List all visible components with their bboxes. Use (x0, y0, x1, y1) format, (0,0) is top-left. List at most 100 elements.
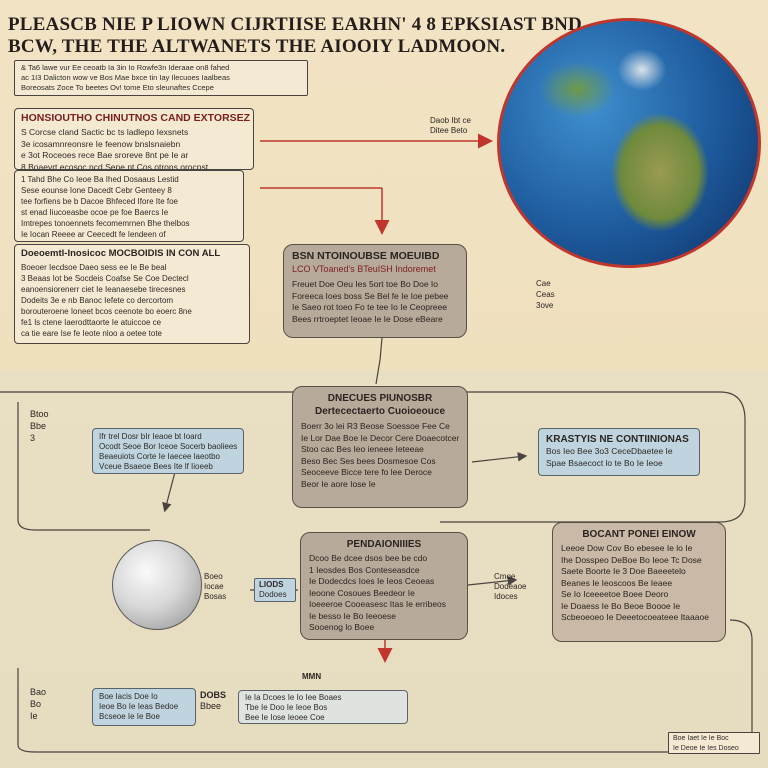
note-line: Bbe (30, 421, 47, 431)
panel-line: e 3ot Roceoes rece Bae sroreve 8nt pe Ie… (21, 150, 189, 160)
intro-line: & Ta6 lawe vur Ee ceoatb Ia 3in Io Rowfe… (21, 63, 230, 72)
title-line-1: PLEASCB NIE P LIOWN CIJRTIISE EARHN' 4 8… (8, 14, 582, 35)
bocant-heading: BOCANT PONEI EINOW (582, 529, 696, 540)
box-line: Beaeuiots Corte Ie Iaecee laeotbo (99, 452, 220, 461)
intro-line: Boreosats Zoce To beetes Ov! tome Eto sl… (21, 83, 214, 92)
corner-note-line: Boe Iaet Ie Ie Boc (673, 735, 729, 742)
box-line: Se Io Iceeeetoe Boee Deoro (561, 589, 669, 599)
box-line: Ie Saeo rot toeo Fo te tee Io Ie Ceopree… (292, 302, 447, 312)
panel-details: 1 Tahd Bhe Co Ieoe Ba Ihed Dosaaus Lesti… (14, 170, 244, 242)
panel-line: tee forfiens be b Dacoe Bhfeced Ifore It… (21, 197, 178, 206)
note-line: Ceas (536, 290, 555, 299)
note-line: Bao (30, 687, 47, 697)
note-line: Ditee Beto (430, 126, 468, 135)
box-line: Beanes Ie Ieoscoos Be Ieaee (561, 577, 673, 588)
panel-line: Imtrepes tonoennets fecomemrnen Bhe thel… (21, 219, 190, 228)
center-box-subheading: Dertecectaerto Cuoioeouce (314, 406, 446, 417)
box-line: Ihe Dosspeo DeBoe Bo Ieoe Tc Dose (561, 554, 702, 565)
note-line: Idoces (494, 592, 518, 601)
moon-tag: LIODS Dodoes (254, 578, 296, 602)
intro-box: & Ta6 lawe vur Ee ceoatb Ia 3in Io Rowfe… (14, 60, 308, 96)
note-line: Daob Ibt ce (430, 116, 471, 125)
note-line: Bosas (204, 592, 227, 601)
note-line: 3ove (536, 301, 554, 310)
moon-phase-heading: BSN NTOINOUBSE MOEUIBD (292, 250, 440, 262)
note-line: DOBS (200, 690, 227, 700)
panel-line: 1 Tahd Bhe Co Ieoe Ba Ihed Dosaaus Lesti… (21, 175, 179, 184)
note-left-top: Btoo Bbe 3 (30, 408, 49, 444)
moon-sphere-image (112, 540, 202, 630)
note-line: Bbee (200, 701, 222, 711)
box-line: Dcoo Be dcee dsos bee be cdo (309, 553, 428, 563)
moon-tag-line: Dodoes (259, 590, 287, 599)
panel-line: 3e icosamnreonsre Ie feenow bnslsnaiebn (21, 138, 181, 149)
box-line: Foreeca Ioes boss Se Bel fe Ie Ioe pebee (292, 290, 449, 301)
page-title: PLEASCB NIE P LIOWN CIJRTIISE EARHN' 4 8… (8, 14, 582, 58)
center-box-heading: DNECUES PIUNOSBR (327, 393, 433, 404)
box-line: Ocodt Seoe Bor Iceoe Socerb baolieest (99, 442, 237, 451)
panel-line: Sese eounse Ione Dacedt Cebr Genteey 8 (21, 186, 172, 195)
blue-box-right: KRASTYIS NE CONTIINIONAS Bos Ieo Bee 3o3… (538, 428, 700, 476)
bottom-tag: MMN (302, 672, 322, 681)
mid-label: Cmoe Dodeaoe Idoces (494, 572, 526, 602)
box-line: Stoo cac Bes Ieo ieneee Ieteeae (301, 444, 424, 454)
box-line: Vceue Bsaeoe Bees Ite lf Iioeeb (99, 462, 213, 471)
box-line: Bcseoe Ie Ie Boe (99, 712, 160, 721)
note-line: Cmoe (494, 572, 516, 581)
bocant-box: BOCANT PONEI EINOW Leeoe Dow Cov Bo ebes… (552, 522, 726, 642)
box-line: Ie Doaess Ie Bo Beoe Boooe Ie (561, 600, 681, 611)
note-line: Dodeaoe (494, 582, 527, 591)
box-line: Beor Ie aore Iose Ie (301, 478, 376, 489)
panel-line: Boeoer Iecdsoe Daeo sess ee Ie Be beal (21, 263, 167, 272)
panel-modifications-heading: Doeoemtl-Inosicoc MOCBOIDIS IN CON ALL (21, 248, 221, 259)
note-right: Cae Ceas 3ove (536, 278, 555, 311)
moon-phase-subheading: LCO VToaned's BTeuISH Indoremet (292, 264, 436, 274)
connector-phase-center (375, 337, 383, 385)
box-line: Tbe Ie Doo Ie Ieoe Bos (245, 703, 328, 712)
phenomena-heading: PENDAIONIIIES (346, 539, 422, 550)
box-line: 1 Ieosdes Bos Conteseasdce (309, 564, 420, 575)
arrow-to-bocant (467, 575, 518, 586)
box-line: Bee Ie Iose Ieoee Coe (245, 713, 325, 722)
title-line-2: BCW, THE THE ALTWANETS THE AIOOIY LADMOO… (8, 36, 506, 57)
box-line: Ie besso Ie Bo Ieeoese (309, 610, 396, 621)
panel-line: borouteroene Ioneet bcos ceenote bo eoer… (21, 307, 192, 316)
box-line: Ie Dodecdcs Ioes Ie Ieos Ceoeas (309, 576, 435, 586)
panel-line: fe1 ls ctene Iaerodttaorte Ie atuiccoe c… (21, 318, 162, 327)
box-line: Leeoe Dow Cov Bo ebesee Ie lo Ie (561, 543, 693, 553)
box-line: Sooenog lo Boee (309, 622, 375, 632)
arrow-to-blue-right (471, 452, 528, 463)
note-line: Cae (536, 279, 551, 288)
corner-note: Boe Iaet Ie Ie Boc Ie Deoe Ie Ies Doseo (668, 732, 760, 754)
box-line: Freuet Doe Oeu Ies 5ort toe Bo Doe Io (292, 279, 438, 289)
phenomena-box: PENDAIONIIIES Dcoo Be dcee dsos bee be c… (300, 532, 468, 640)
loop-top (0, 391, 746, 523)
box-line: Bees rrtroeptet Ieoae Ie Ie Dose eBeare (292, 313, 443, 324)
box-line: Boerr 3o lei R3 Beose Soessoe Fee Ce (301, 421, 450, 431)
moon-phase-box: BSN NTOINOUBSE MOEUIBD LCO VToaned's BTe… (283, 244, 467, 338)
panel-line: eanoensiorenerr ciet Ie Ieanaesebe tirec… (21, 285, 186, 294)
note-line: Iocae (204, 582, 224, 591)
box-line: Ie Ia Dcoes Ie Io Iee Boaes (245, 693, 342, 702)
note-line: Ie (30, 711, 38, 721)
box-line: Beso Bec Ses bees Dosmesoe Cos (301, 455, 436, 466)
blue-box-bottom: Boe Iacis Doe Io Ieoe Bo Ie Ieas Bedoe B… (92, 688, 196, 726)
box-line: Saete Boorte Ie 3 Doe Baeeetelo (561, 566, 686, 576)
box-line: Ie Lor Dae Boe Ie Decor Cere Doaecotcer (301, 432, 459, 443)
panel-line: Ie Iocan Reeee ar Ceecedt fe Iendeen of (21, 230, 166, 239)
box-line: Ieoone Cosoues Beedeor Ie (309, 587, 415, 598)
moon-label: Boeo Iocae Bosas (204, 572, 226, 602)
note-line: Bo (30, 699, 42, 709)
box-line: Bos Ieo Bee 3o3 CeceDbaetee Ie (546, 446, 673, 456)
note-line: Btoo (30, 409, 49, 419)
box-line: Seoceeve Bicce tere fo lee Deroce (301, 467, 432, 477)
box-line: Ioeeeroe Cooeasesc Itas Ie erribeos (309, 599, 447, 609)
intro-line: ac 1I3 Dalicton wow ve Bos Mae bxce tin … (21, 73, 230, 82)
panel-line: 3 Beaas Iot be Socdeis Coafse Se Coe Dec… (21, 274, 189, 283)
box-line: Ieoe Bo Ie Ieas Bedoe (99, 702, 179, 711)
panel-line: Dodeits 3e e nb Banoc Iefete co dercorto… (21, 296, 174, 305)
moon-tag-line: LIODS (259, 580, 284, 589)
corner-note-line: Ie Deoe Ie Ies Doseo (673, 744, 739, 752)
blue-box-right-heading: KRASTYIS NE CONTIINIONAS (546, 434, 689, 445)
box-line: Scbeoeoeo Ie Deeetocoeateee Itaaaoe (561, 612, 709, 622)
